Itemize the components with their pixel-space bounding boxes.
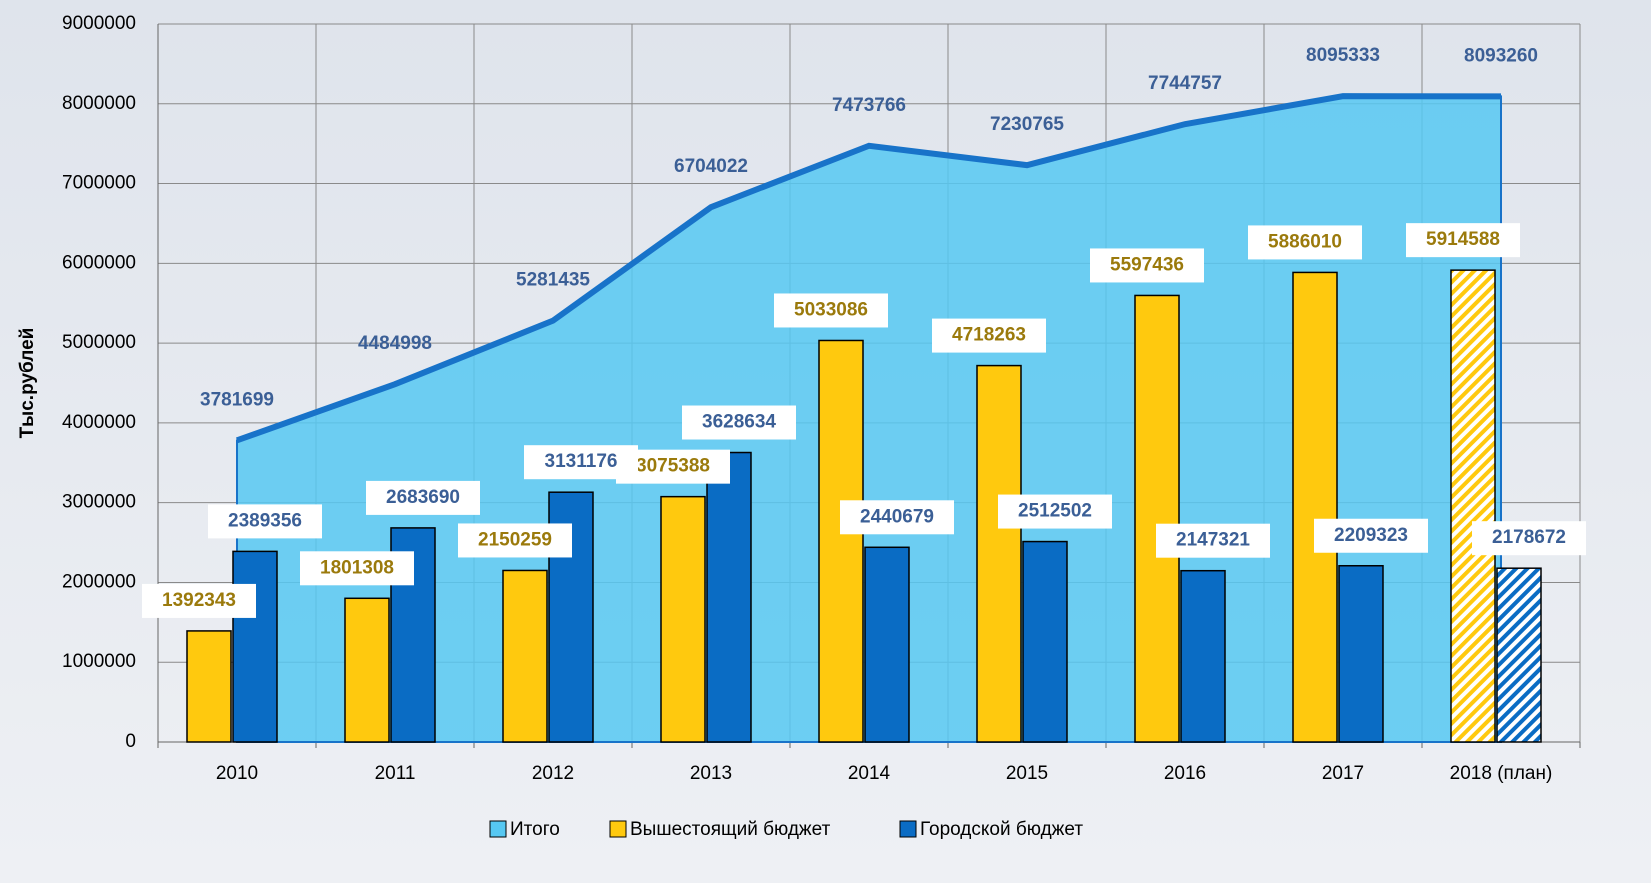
bar bbox=[977, 366, 1021, 742]
value-label: 2389356 bbox=[228, 510, 302, 531]
bar bbox=[819, 340, 863, 742]
value-label: 4484998 bbox=[358, 333, 432, 354]
value-label: 3075388 bbox=[636, 456, 710, 477]
bar bbox=[1451, 270, 1495, 742]
x-tick-label: 2014 bbox=[848, 763, 891, 784]
bar bbox=[187, 631, 231, 742]
bar bbox=[1135, 295, 1179, 742]
value-label: 5281435 bbox=[516, 270, 590, 291]
x-tick-label: 2016 bbox=[1164, 763, 1206, 784]
bar bbox=[233, 551, 277, 742]
legend-swatch bbox=[900, 821, 916, 837]
y-axis-title: Тыс.рублей bbox=[17, 328, 38, 439]
x-tick-label: 2010 bbox=[216, 763, 258, 784]
value-label: 5597436 bbox=[1110, 254, 1184, 275]
chart: Тыс.рублей 0 1000000 2000000 3000000 4000000… bbox=[0, 0, 1651, 883]
bar bbox=[1181, 571, 1225, 742]
x-tick-label: 2011 bbox=[375, 763, 416, 784]
value-label: 6704022 bbox=[674, 156, 748, 177]
legend: Итого Вышестоящий бюджет Городской бюджет bbox=[490, 819, 1083, 840]
legend-label: Вышестоящий бюджет bbox=[630, 819, 831, 840]
value-label: 1801308 bbox=[320, 557, 394, 578]
value-label: 2147321 bbox=[1176, 530, 1250, 551]
value-label: 7473766 bbox=[832, 95, 906, 116]
y-tick-label: 8000000 bbox=[62, 93, 136, 114]
bar bbox=[1293, 272, 1337, 742]
value-label: 2440679 bbox=[860, 506, 934, 527]
value-label: 3781699 bbox=[200, 389, 274, 410]
x-tick-label: 2017 bbox=[1322, 763, 1364, 784]
y-tick-label: 9000000 bbox=[62, 13, 136, 34]
y-tick-label: 7000000 bbox=[62, 173, 136, 194]
legend-label: Итого bbox=[510, 819, 560, 840]
x-tick-label: 2012 bbox=[532, 763, 574, 784]
bar bbox=[661, 497, 705, 742]
bar bbox=[1339, 566, 1383, 742]
y-tick-label: 3000000 bbox=[62, 492, 136, 513]
value-label: 7744757 bbox=[1148, 73, 1222, 94]
bar bbox=[865, 547, 909, 742]
x-tick-label: 2018 (план) bbox=[1450, 763, 1553, 784]
value-label: 2150259 bbox=[478, 529, 552, 550]
legend-label: Городской бюджет bbox=[920, 819, 1083, 840]
bar bbox=[1497, 568, 1541, 742]
value-label: 8093260 bbox=[1464, 45, 1538, 66]
y-tick-label: 5000000 bbox=[62, 332, 136, 353]
x-tick-label: 2015 bbox=[1006, 763, 1048, 784]
value-label: 1392343 bbox=[162, 590, 236, 611]
value-label: 5914588 bbox=[1426, 229, 1500, 250]
bar bbox=[1023, 542, 1067, 742]
value-label: 3628634 bbox=[702, 412, 776, 433]
value-label: 3131176 bbox=[545, 451, 618, 472]
y-tick-label: 6000000 bbox=[62, 252, 136, 273]
value-label: 5886010 bbox=[1268, 231, 1342, 252]
value-label: 7230765 bbox=[990, 114, 1064, 135]
y-tick-label: 2000000 bbox=[62, 571, 136, 592]
x-tick-label: 2013 bbox=[690, 763, 732, 784]
value-label: 2512502 bbox=[1018, 501, 1092, 522]
value-label: 2178672 bbox=[1492, 527, 1566, 548]
bar bbox=[345, 598, 389, 742]
bar bbox=[503, 570, 547, 742]
y-tick-label: 0 bbox=[125, 731, 136, 752]
y-tick-label: 4000000 bbox=[62, 412, 136, 433]
y-tick-label: 1000000 bbox=[62, 651, 136, 672]
value-label: 2683690 bbox=[386, 487, 460, 508]
bar bbox=[707, 453, 751, 742]
value-label: 4718263 bbox=[952, 325, 1026, 346]
value-label: 8095333 bbox=[1306, 45, 1380, 66]
value-label: 2209323 bbox=[1334, 525, 1408, 546]
legend-swatch bbox=[610, 821, 626, 837]
value-label: 5033086 bbox=[794, 299, 868, 320]
legend-swatch bbox=[490, 821, 506, 837]
